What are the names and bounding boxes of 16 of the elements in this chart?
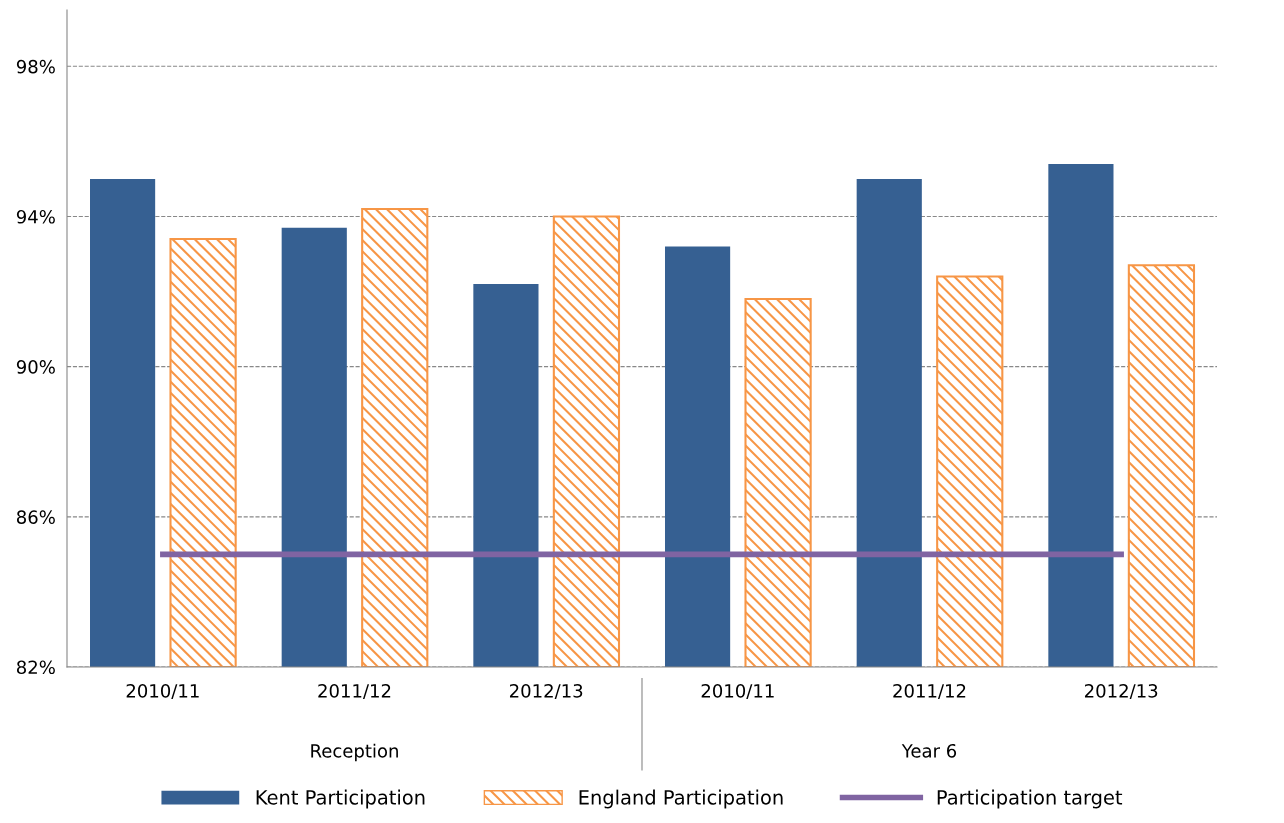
y-tick-label: 82% <box>16 660 55 675</box>
legend-label: Participation target <box>937 789 1123 809</box>
y-tick-label: 98% <box>16 59 55 74</box>
text: Year 6 <box>901 743 957 758</box>
x-tick-label: 2010/11 <box>701 683 774 700</box>
legend-label: England Participation <box>579 789 783 809</box>
x-tick-label: 2011/12 <box>893 683 966 700</box>
text: Reception <box>311 743 398 762</box>
x-tick-label: 2012/13 <box>1084 683 1158 700</box>
x-tick-label: 2011/12 <box>318 683 391 700</box>
y-tick-label: 90% <box>16 360 55 374</box>
y-tick-label: 94% <box>16 209 55 224</box>
x-tick-label: 2010/11 <box>126 683 199 700</box>
y-tick-label: 86% <box>16 510 55 524</box>
legend-label: Kent Participation <box>256 789 425 809</box>
x-tick-label: 2012/13 <box>509 683 583 700</box>
